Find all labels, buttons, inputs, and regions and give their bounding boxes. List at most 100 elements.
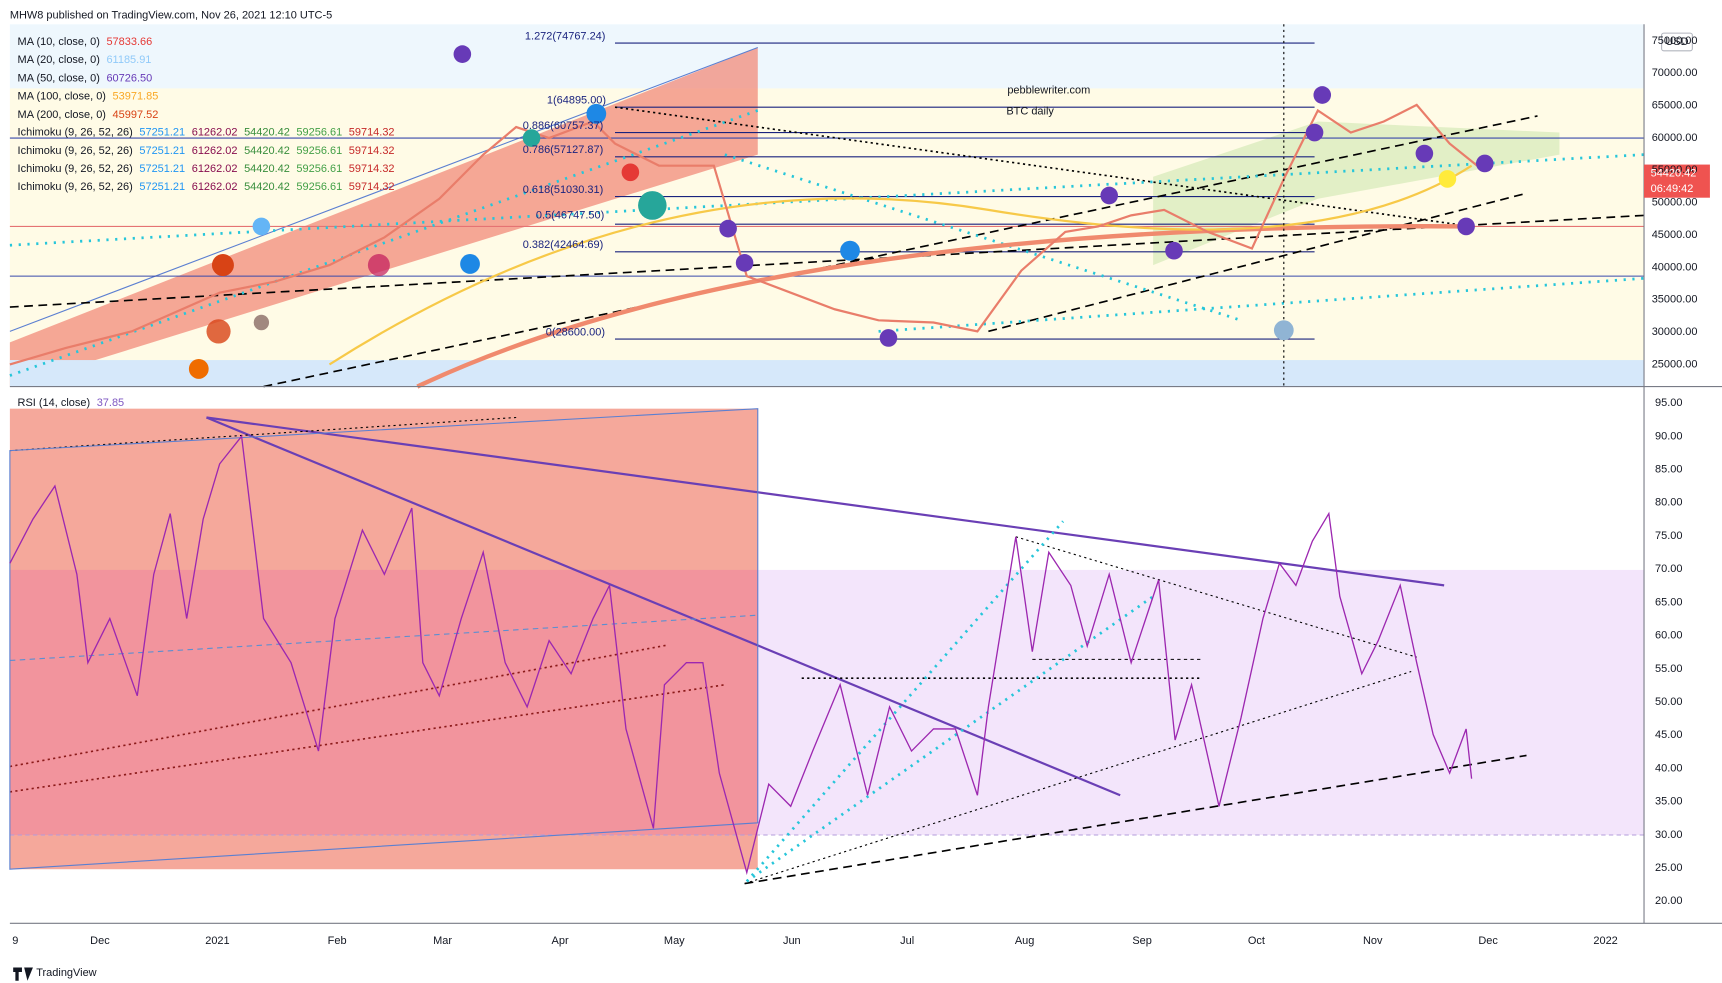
price-axis-label: 35000.00 bbox=[1652, 294, 1698, 306]
trend-line bbox=[263, 115, 1538, 388]
ichimoku-value: 61262.02 bbox=[192, 181, 238, 193]
ichimoku-legend: Ichimoku (9, 26, 52, 26) 57251.21 61262.02… bbox=[18, 181, 395, 193]
time-axis-label: Jul bbox=[900, 935, 914, 947]
marker bbox=[211, 254, 234, 277]
watermark: BTC daily bbox=[1006, 105, 1054, 117]
trend-line bbox=[9, 214, 1645, 308]
marker bbox=[1100, 186, 1118, 205]
ma-legend: MA (10, close, 0) 57833.66 bbox=[18, 36, 153, 48]
marker bbox=[719, 219, 737, 238]
watermark: pebblewriter.com bbox=[1007, 84, 1090, 96]
ma-value: 45997.52 bbox=[113, 109, 159, 121]
trend-line bbox=[745, 520, 1065, 883]
fib-label: 1.272(74767.24) bbox=[525, 30, 606, 42]
ma-200 bbox=[416, 224, 1472, 389]
ichimoku-value: 59714.32 bbox=[349, 163, 395, 175]
ichimoku-value: 59256.61 bbox=[296, 145, 342, 157]
rsi-axis-label: 60.00 bbox=[1655, 630, 1682, 642]
ichimoku-value: 59256.61 bbox=[296, 181, 342, 193]
trend-line bbox=[744, 754, 1527, 885]
trend-line bbox=[988, 192, 1527, 333]
ichimoku-value: 57251.21 bbox=[139, 163, 185, 175]
marker bbox=[1313, 86, 1332, 104]
rsi-axis-label: 25.00 bbox=[1655, 862, 1682, 874]
ma-legend: MA (100, close, 0) 53971.85 bbox=[18, 91, 159, 103]
rsi-axis-label: 65.00 bbox=[1655, 596, 1682, 608]
rsi-axis-label: 45.00 bbox=[1655, 729, 1682, 741]
time-axis-label: Nov bbox=[1363, 935, 1383, 947]
marker bbox=[621, 163, 640, 182]
rsi-legend: RSI (14, close) 37.85 bbox=[18, 397, 125, 409]
time-axis-label: Oct bbox=[1248, 935, 1265, 947]
price-axis-label: 70000.00 bbox=[1652, 67, 1698, 79]
time-axis-label: Dec bbox=[90, 935, 110, 947]
rsi-band bbox=[757, 569, 1645, 835]
marker bbox=[1305, 123, 1324, 142]
marker bbox=[840, 240, 860, 261]
ichimoku-value: 59714.32 bbox=[349, 145, 395, 157]
trend-line bbox=[206, 416, 1121, 797]
ichimoku-value: 61262.02 bbox=[192, 126, 238, 138]
marker bbox=[367, 254, 390, 277]
upper-fill bbox=[9, 24, 1645, 89]
ichimoku-legend: Ichimoku (9, 26, 52, 26) 57251.21 61262.02… bbox=[18, 145, 395, 157]
currency: USD bbox=[1665, 36, 1688, 48]
header: MHW8 published on TradingView.com, Nov 2… bbox=[10, 9, 332, 21]
time-axis-label: Dec bbox=[1478, 935, 1498, 947]
rsi-trend-lines bbox=[9, 408, 1527, 885]
ma-legend: MA (20, close, 0) 61185.91 bbox=[18, 54, 152, 66]
fib-label: 0.886(60757.37) bbox=[523, 120, 604, 132]
ichimoku-value: 59256.61 bbox=[296, 163, 342, 175]
marker bbox=[586, 103, 607, 124]
time-axis-label: 9 bbox=[12, 935, 18, 947]
ichimoku-value: 61262.02 bbox=[192, 163, 238, 175]
price-axis-label: 30000.00 bbox=[1652, 326, 1698, 338]
fib-label: 1(64895.00) bbox=[547, 94, 606, 106]
fib-label: 0.786(57127.87) bbox=[523, 144, 604, 156]
marker bbox=[1165, 241, 1183, 260]
time-axis-label: Aug bbox=[1015, 935, 1035, 947]
rsi-band bbox=[9, 569, 758, 835]
rsi-channel-edge bbox=[9, 408, 759, 870]
ichimoku-value: 57251.21 bbox=[139, 181, 185, 193]
last-price-box bbox=[1644, 164, 1710, 198]
rsi-axis-label: 95.00 bbox=[1655, 397, 1682, 409]
marker bbox=[879, 329, 898, 347]
marker bbox=[1476, 154, 1494, 173]
marker bbox=[460, 254, 480, 274]
trend-line bbox=[9, 153, 1645, 247]
ma-legend: MA (50, close, 0) 60726.50 bbox=[18, 72, 153, 84]
marker bbox=[1438, 170, 1457, 188]
ma-legend: MA (200, close, 0) 45997.52 bbox=[18, 109, 159, 121]
fib-label: 0.382(42464.69) bbox=[523, 239, 604, 251]
fib-label: 0.618(51030.31) bbox=[523, 184, 604, 196]
ichimoku-value: 54420.42 bbox=[244, 181, 290, 193]
time-axis-label: Apr bbox=[552, 935, 569, 947]
marker bbox=[188, 358, 209, 379]
fib-label: 0.5(46747.50) bbox=[536, 209, 604, 221]
rsi-axis-label: 55.00 bbox=[1655, 663, 1682, 675]
marker bbox=[206, 319, 231, 344]
trend-line bbox=[614, 106, 1472, 228]
last-price: 54420.42 bbox=[1651, 167, 1697, 179]
tv-logo bbox=[13, 967, 33, 981]
trend-lines bbox=[9, 106, 1645, 389]
time-axis-label: Mar bbox=[433, 935, 452, 947]
time-axis-label: Jun bbox=[783, 935, 801, 947]
ma-label: MA (20, close, 0) bbox=[18, 54, 100, 66]
ichimoku-label: Ichimoku (9, 26, 52, 26) bbox=[18, 163, 133, 175]
channel-edge bbox=[9, 46, 758, 332]
ma-value: 60726.50 bbox=[106, 72, 152, 84]
lower-band bbox=[9, 360, 1645, 387]
trend-line bbox=[9, 614, 758, 662]
price-axis-label: 50000.00 bbox=[1652, 197, 1698, 209]
trend-line bbox=[9, 644, 668, 768]
marker bbox=[252, 217, 271, 236]
ichimoku-value: 54420.42 bbox=[244, 126, 290, 138]
rsi-line bbox=[9, 434, 1473, 876]
ichimoku-value: 54420.42 bbox=[244, 145, 290, 157]
rsi-axis-label: 90.00 bbox=[1655, 430, 1682, 442]
rsi-axis-label: 80.00 bbox=[1655, 497, 1682, 509]
